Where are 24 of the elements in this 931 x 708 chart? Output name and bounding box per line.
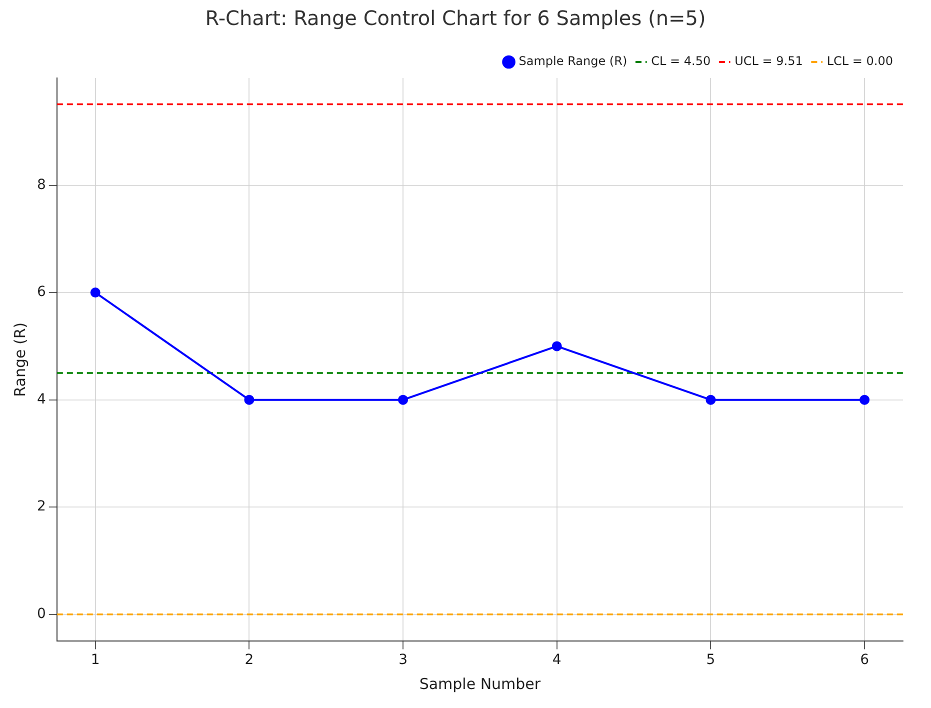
chart-title: R-Chart: Range Control Chart for 6 Samples (n=5) xyxy=(205,6,706,30)
x-tick-label: 3 xyxy=(398,652,408,668)
y-tick-label: 2 xyxy=(36,498,46,515)
y-tick-label: 6 xyxy=(36,284,46,300)
point xyxy=(552,341,562,352)
y-tick-label: 0 xyxy=(36,606,46,622)
x-tick-label: 6 xyxy=(860,652,870,668)
y-tick-label: 8 xyxy=(36,176,46,193)
legend-label: Sample Range (R) xyxy=(518,54,628,68)
x-tick-label: 5 xyxy=(706,652,716,668)
legend-label: UCL = 9.51 xyxy=(734,54,803,68)
x-tick-label: 4 xyxy=(552,652,562,668)
point xyxy=(90,288,100,298)
y-axis-title: Range (R) xyxy=(10,322,29,397)
x-tick-label: 1 xyxy=(90,652,100,668)
point xyxy=(244,394,254,405)
point xyxy=(706,394,716,405)
y-tick-label: 4 xyxy=(36,391,46,408)
point xyxy=(860,394,870,405)
x-axis-title: Sample Number xyxy=(419,674,542,693)
x-tick-label: 2 xyxy=(244,652,254,668)
legend-label: LCL = 0.00 xyxy=(826,54,894,68)
point xyxy=(398,394,408,405)
legend-label: CL = 4.50 xyxy=(651,54,711,68)
